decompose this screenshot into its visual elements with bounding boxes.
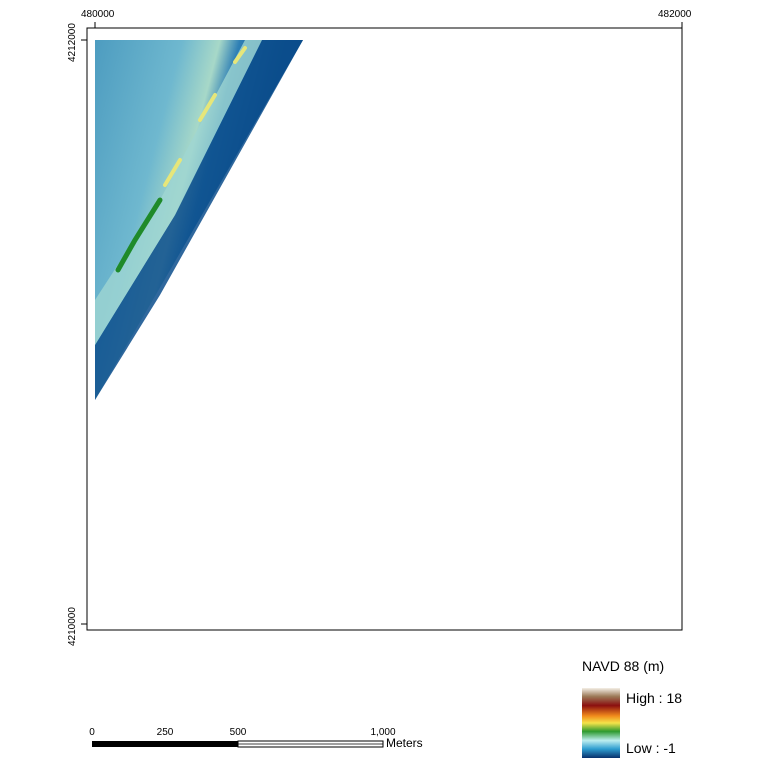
color-ramp xyxy=(582,688,620,758)
legend-low: Low : -1 xyxy=(626,740,676,756)
scale-label: 1,000 xyxy=(370,727,395,738)
scale-bar: 0 250 500 1,000 Meters xyxy=(89,727,422,750)
legend: NAVD 88 (m) High : 18 Low : -1 xyxy=(582,658,682,758)
x-coord-label: 482000 xyxy=(658,9,692,20)
legend-title: NAVD 88 (m) xyxy=(582,658,664,674)
x-coord-label: 480000 xyxy=(81,9,115,20)
scale-label: 0 xyxy=(89,727,95,738)
scale-unit: Meters xyxy=(386,736,423,750)
graticule: 480000 482000 4212000 4210000 xyxy=(67,9,692,646)
elevation-raster xyxy=(95,40,303,400)
scale-label: 250 xyxy=(157,727,174,738)
y-coord-label: 4212000 xyxy=(67,23,78,62)
scale-segment xyxy=(92,741,238,747)
scale-label: 500 xyxy=(230,727,247,738)
y-coord-label: 4210000 xyxy=(67,607,78,646)
legend-high: High : 18 xyxy=(626,690,682,706)
